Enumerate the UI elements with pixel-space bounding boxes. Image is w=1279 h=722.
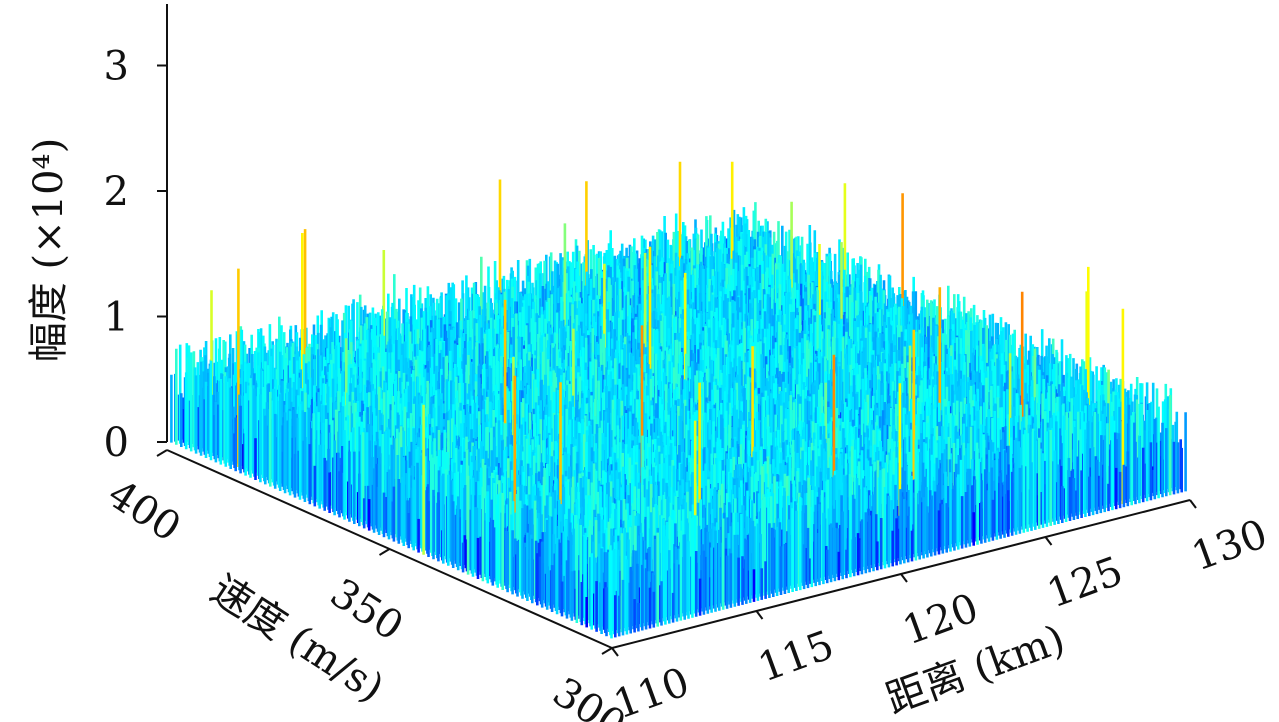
bar-field: [170, 161, 1187, 639]
